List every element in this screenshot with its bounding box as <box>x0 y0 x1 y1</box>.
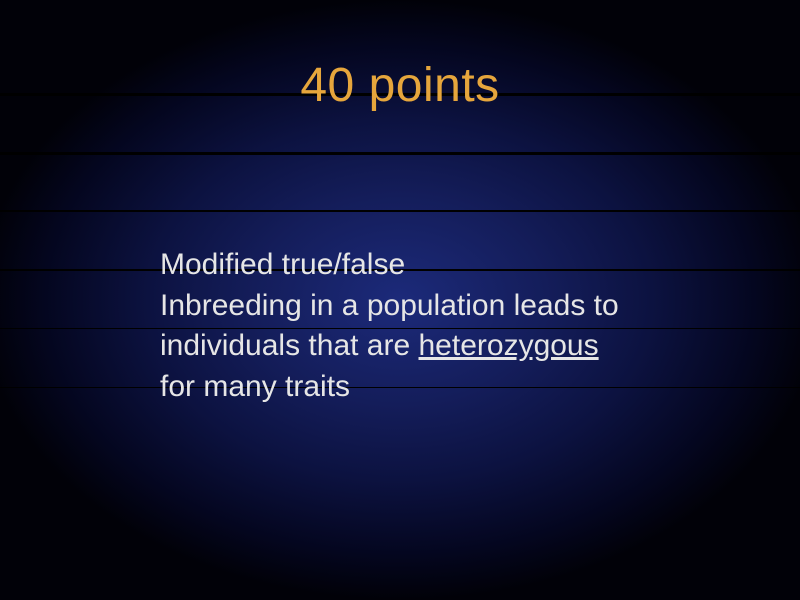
slide-title: 40 points <box>0 58 800 113</box>
slide: 40 points Modified true/false Inbreeding… <box>0 0 800 600</box>
slide-body: Modified true/false Inbreeding in a popu… <box>160 245 630 407</box>
body-underlined-word: heterozygous <box>419 329 599 362</box>
body-text-after: for many traits <box>160 370 350 403</box>
decorative-line <box>0 210 800 212</box>
decorative-line <box>0 152 800 155</box>
body-lead: Modified true/false <box>160 248 405 281</box>
